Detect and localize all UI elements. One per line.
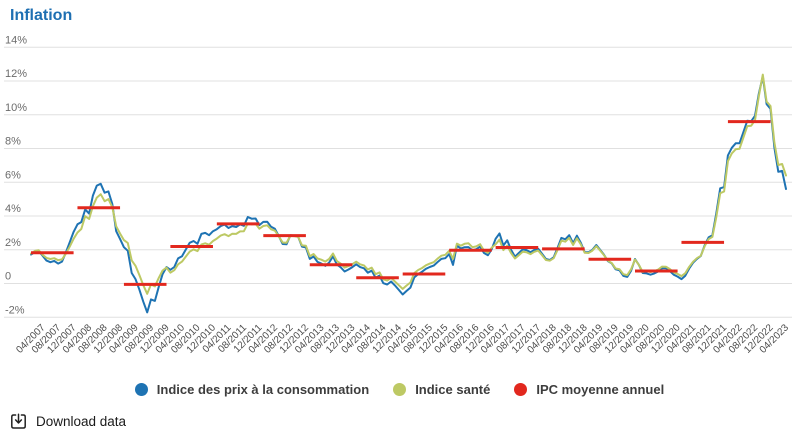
- health-index-legend-label: Indice santé: [415, 382, 491, 397]
- legend-item-cpi[interactable]: Indice des prix à la consommation: [134, 382, 370, 397]
- y-axis-label: 10%: [5, 102, 27, 114]
- y-axis-label: 8%: [5, 136, 21, 148]
- annual-average-legend-marker-icon: [514, 383, 528, 396]
- cpi-legend-marker-icon: [134, 383, 148, 396]
- download-data-button[interactable]: Download data: [8, 411, 128, 432]
- y-axis-label: 12%: [5, 68, 27, 80]
- y-axis-label: 4%: [5, 203, 21, 215]
- legend-item-annual-average[interactable]: IPC moyenne annuel: [514, 382, 664, 397]
- cpi-line-series: [30, 75, 787, 314]
- y-axis-label: 0: [5, 271, 11, 283]
- health-index-legend-marker-icon: [393, 383, 407, 396]
- health-index-line-series: [30, 73, 787, 295]
- y-axis-label: 6%: [5, 169, 21, 181]
- annual-average-legend-label: IPC moyenne annuel: [536, 382, 665, 397]
- legend-item-health-index[interactable]: Indice santé: [393, 382, 490, 397]
- y-axis-label: 14%: [5, 34, 27, 46]
- y-axis-label: -2%: [5, 304, 25, 316]
- chart-legend: Indice des prix à la consommation Indice…: [0, 382, 799, 397]
- inflation-chart-plot: 14%12%10%8%6%4%2%0-2%04/200708/200712/20…: [4, 34, 792, 356]
- download-icon: [11, 413, 26, 429]
- page-title: Inflation: [10, 7, 73, 24]
- download-data-label: Download data: [36, 414, 127, 429]
- cpi-legend-label: Indice des prix à la consommation: [156, 382, 370, 397]
- y-axis-label: 2%: [5, 237, 21, 249]
